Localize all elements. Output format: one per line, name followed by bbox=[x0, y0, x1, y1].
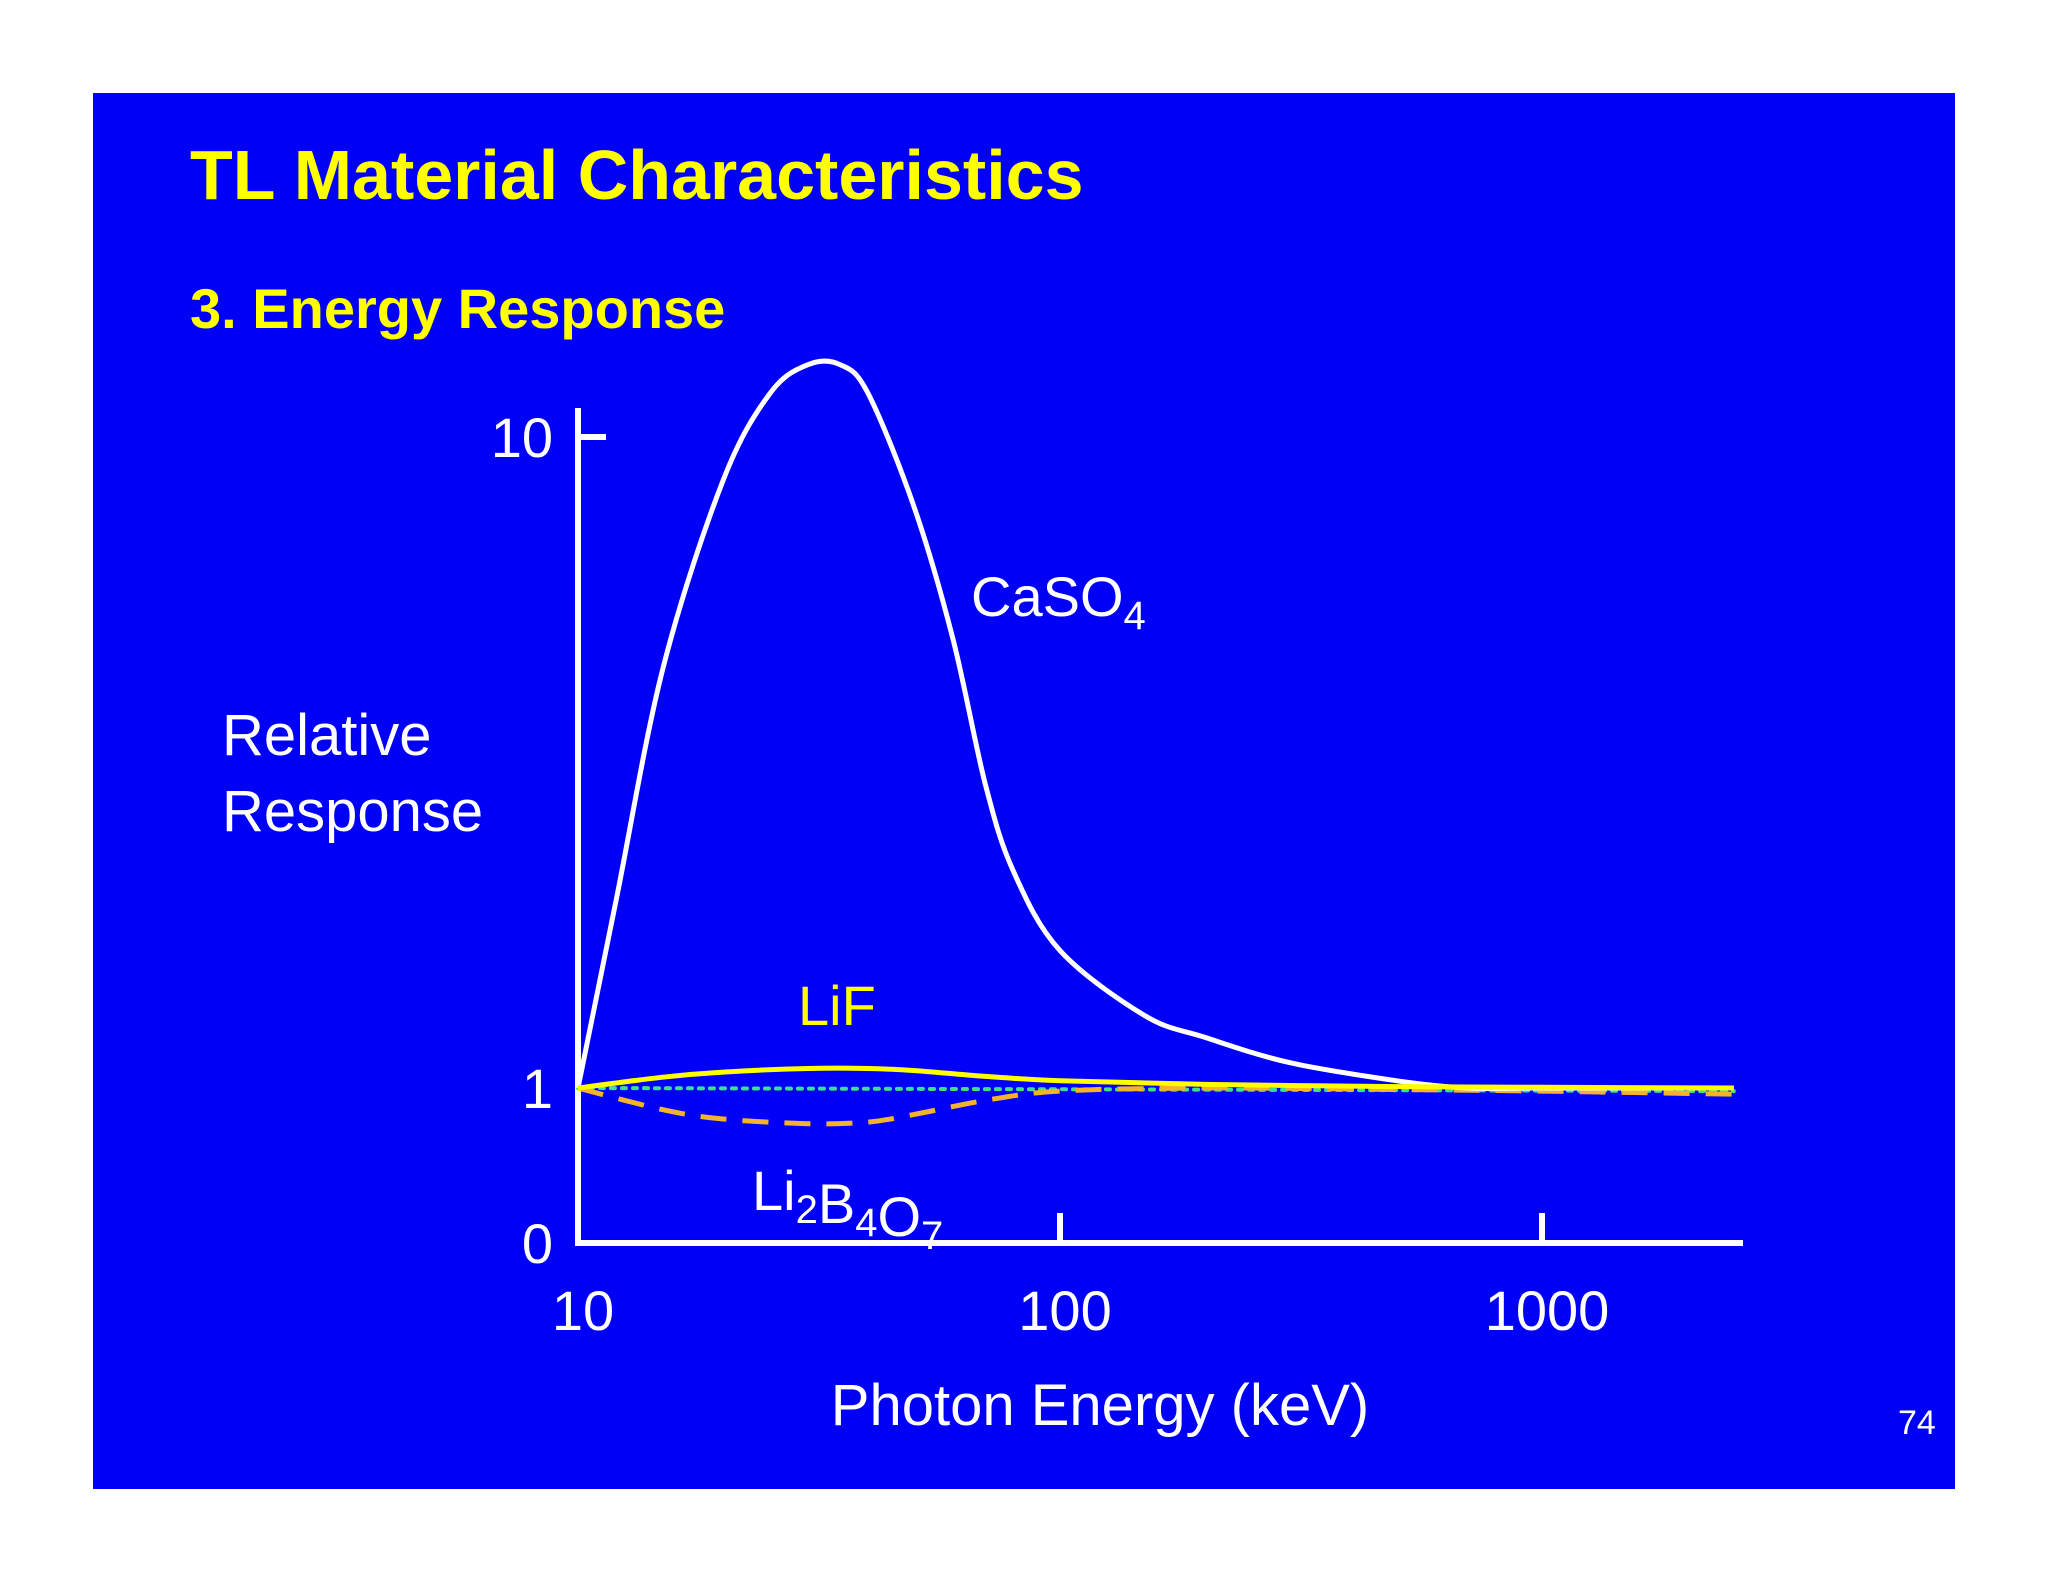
series-label-li2b4o7: Li2B4O7 bbox=[752, 1159, 943, 1258]
series-line-lif bbox=[577, 1065, 1734, 1091]
y-axis-label: Relative bbox=[222, 703, 432, 768]
series-line-caso4 bbox=[575, 358, 1734, 1092]
x-tick-label: 1000 bbox=[1485, 1279, 1610, 1342]
series-label-lif: LiF bbox=[798, 974, 876, 1037]
slide-subtitle: 3. Energy Response bbox=[190, 277, 726, 340]
y-tick-label: 1 bbox=[522, 1057, 553, 1120]
y-tick-label: 10 bbox=[491, 406, 553, 469]
y-axis-label: Response bbox=[222, 779, 483, 844]
series-line-li2b4o7 bbox=[577, 1085, 1734, 1127]
slide-title: TL Material Characteristics bbox=[190, 136, 1084, 214]
x-tick-label: 10 bbox=[552, 1279, 614, 1342]
series-label-caso4: CaSO4 bbox=[971, 565, 1146, 638]
y-tick-label: 0 bbox=[522, 1212, 553, 1275]
x-axis-label: Photon Energy (keV) bbox=[831, 1373, 1369, 1438]
slide: TL Material Characteristics 3. Energy Re… bbox=[93, 93, 1955, 1489]
series-line-reference bbox=[576, 1086, 1736, 1094]
page-number: 74 bbox=[1898, 1404, 1936, 1442]
x-tick-label: 100 bbox=[1018, 1279, 1111, 1342]
